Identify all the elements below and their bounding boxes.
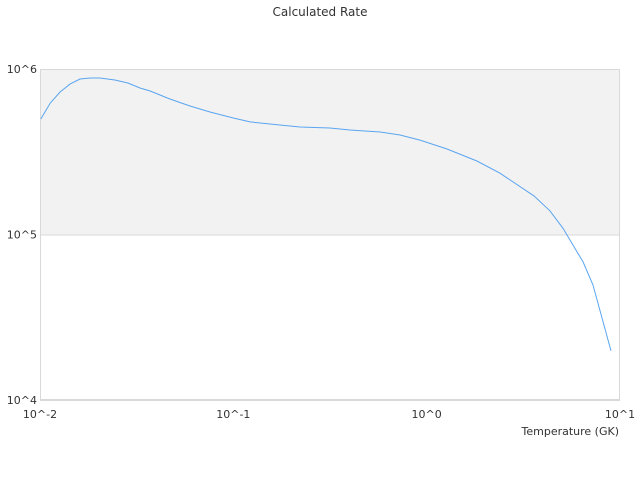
x-tick-label: 10^-2 (23, 408, 57, 421)
x-tick-label: 10^1 (605, 408, 635, 421)
y-tick-label: 10^4 (7, 394, 37, 407)
chart-title: Calculated Rate (273, 5, 368, 19)
x-tick-label: 10^0 (412, 408, 442, 421)
rate-series-line (40, 77, 612, 352)
x-tick-label: 10^-1 (216, 408, 250, 421)
y-tick-label: 10^5 (7, 229, 37, 242)
x-axis-label: Temperature (GK) (521, 425, 620, 438)
y-tick-label: 10^6 (7, 63, 37, 76)
plot-band (40, 69, 620, 235)
